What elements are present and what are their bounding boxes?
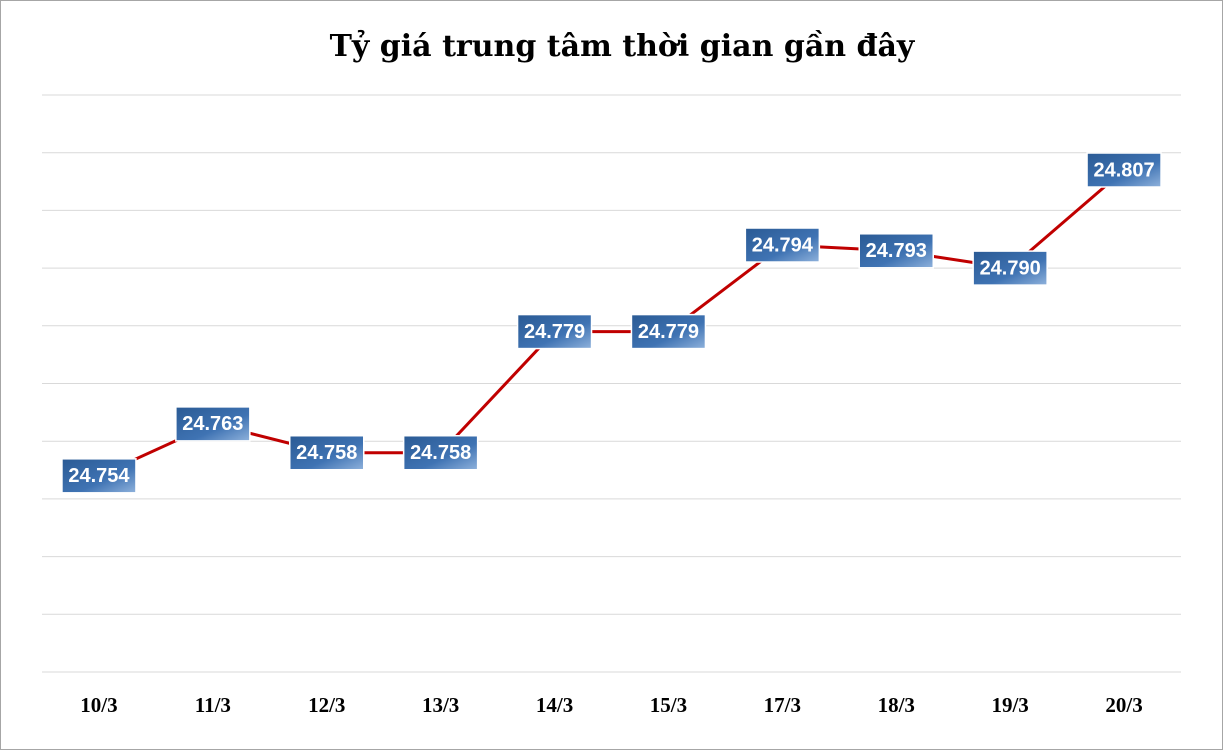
value-label: 24.763 bbox=[182, 413, 243, 435]
value-label: 24.758 bbox=[410, 442, 471, 464]
value-label-box bbox=[858, 233, 934, 269]
x-tick-label: 15/3 bbox=[650, 693, 687, 717]
value-label-box bbox=[1086, 152, 1162, 188]
value-label: 24.754 bbox=[68, 465, 130, 487]
value-label: 24.794 bbox=[752, 234, 814, 256]
chart-title: Tỷ giá trung tâm thời gian gần đây bbox=[330, 29, 916, 64]
x-tick-label: 11/3 bbox=[195, 693, 231, 717]
value-label: 24.779 bbox=[638, 321, 699, 343]
value-label-box bbox=[289, 434, 365, 471]
value-label-box bbox=[630, 313, 707, 350]
value-label-box bbox=[972, 250, 1048, 286]
value-label: 24.807 bbox=[1093, 159, 1154, 181]
value-label-box bbox=[516, 313, 593, 350]
x-tick-label: 10/3 bbox=[80, 693, 117, 717]
value-label-box bbox=[744, 227, 821, 263]
x-tick-label: 12/3 bbox=[308, 693, 345, 717]
value-label: 24.779 bbox=[524, 321, 585, 343]
value-label: 24.793 bbox=[866, 240, 927, 262]
value-label-box bbox=[61, 458, 137, 494]
value-label-box bbox=[175, 406, 251, 442]
value-label: 24.758 bbox=[296, 442, 357, 464]
value-label: 24.790 bbox=[980, 257, 1041, 279]
x-tick-label: 17/3 bbox=[764, 693, 801, 717]
line bbox=[98, 168, 1126, 478]
x-tick-label: 19/3 bbox=[991, 693, 1028, 717]
x-tick-label: 20/3 bbox=[1105, 693, 1142, 717]
x-tick-label: 18/3 bbox=[878, 693, 915, 717]
value-label-box bbox=[402, 434, 479, 471]
x-tick-label: 14/3 bbox=[536, 693, 573, 717]
x-tick-label: 13/3 bbox=[422, 693, 459, 717]
